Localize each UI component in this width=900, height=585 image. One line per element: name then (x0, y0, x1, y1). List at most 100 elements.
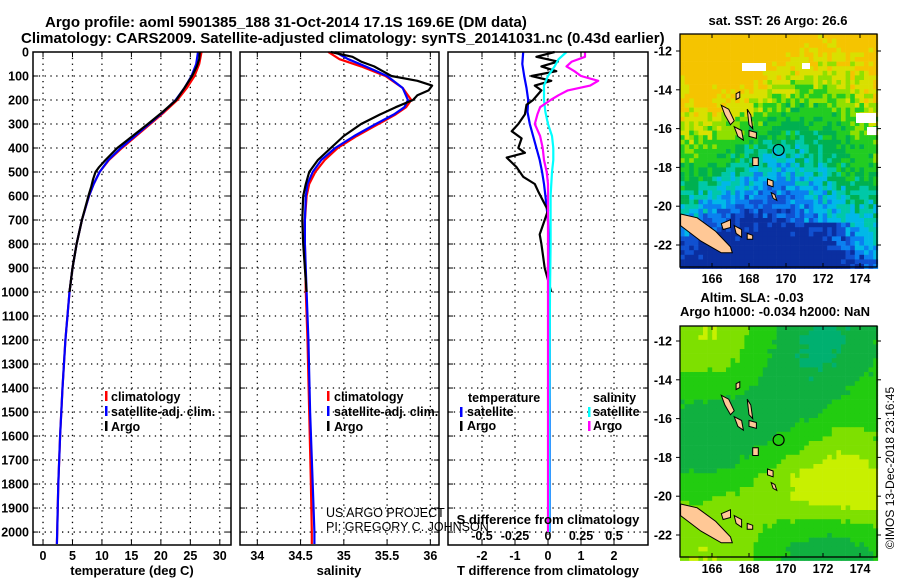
map-cell (707, 116, 713, 122)
map-cell (864, 344, 869, 350)
map-cell (772, 112, 777, 118)
map-cell (730, 519, 736, 525)
map-cell (730, 450, 736, 456)
map-cell (868, 491, 874, 497)
map-cell (850, 43, 856, 49)
map-cell (680, 477, 685, 483)
map-cell (772, 89, 777, 95)
map-cell (703, 259, 708, 265)
map-cell (854, 34, 860, 39)
map-cell (781, 227, 787, 233)
lat-tick-label: -18 (654, 451, 672, 465)
map-cell (854, 213, 860, 219)
map-cell (753, 496, 759, 502)
map-cell (716, 89, 722, 95)
map-cell (804, 176, 810, 182)
map-cell (781, 245, 787, 251)
map-cell (772, 162, 777, 168)
map-cell (831, 213, 837, 219)
map-cell (827, 158, 833, 164)
map-cell (818, 441, 823, 446)
map-cell (859, 473, 865, 479)
map-cell (827, 441, 833, 446)
map-cell (868, 519, 874, 525)
map-cell (827, 376, 833, 382)
map-cell (859, 551, 865, 557)
map-cell (772, 537, 777, 543)
map-cell (818, 34, 823, 39)
map-cell (726, 199, 731, 205)
map-cell (799, 533, 805, 538)
map-cell (827, 482, 833, 488)
map-cell (767, 245, 773, 251)
map-cell (698, 546, 704, 552)
map-cell (707, 326, 713, 331)
map-cell (827, 542, 833, 548)
map-cell (868, 93, 874, 99)
map-cell (684, 500, 690, 506)
map-cell (739, 510, 745, 515)
map-cell (693, 542, 699, 548)
map-cell (712, 80, 718, 85)
map-cell (841, 326, 846, 331)
map-cell (730, 103, 736, 108)
map-cell (762, 93, 768, 99)
map-cell (767, 556, 773, 561)
map-cell (836, 116, 842, 122)
map-cell (799, 454, 805, 460)
map-cell (712, 181, 718, 187)
map-cell (758, 349, 764, 354)
map-cell (854, 259, 860, 265)
map-cell (693, 245, 699, 251)
map-cell (790, 89, 796, 95)
map-cell (684, 537, 690, 543)
map-cell (767, 158, 773, 164)
map-cell (735, 47, 741, 53)
map-cell (698, 61, 704, 67)
map-cell (795, 135, 800, 141)
map-cell (813, 330, 819, 336)
map-cell (712, 344, 718, 350)
map-cell (781, 399, 787, 405)
map-cell (808, 199, 814, 205)
map-cell (873, 533, 879, 538)
map-cell (831, 245, 837, 251)
map-cell (739, 70, 745, 76)
map-cell (790, 468, 796, 474)
map-cell (785, 208, 791, 214)
map-cell (799, 427, 805, 433)
map-cell (790, 43, 796, 49)
map-cell (680, 190, 685, 196)
map-cell (776, 459, 782, 465)
map-cell (868, 390, 874, 396)
map-cell (836, 413, 842, 419)
map-cell (693, 358, 699, 364)
map-cell (707, 199, 713, 205)
map-cell (864, 362, 869, 368)
map-cell (680, 107, 685, 113)
map-cell (873, 413, 879, 419)
map-cell (707, 250, 713, 256)
map-cell (854, 121, 860, 127)
map-cell (845, 395, 851, 400)
map-cell (836, 162, 842, 168)
map-cell (827, 112, 833, 118)
island-efate (752, 447, 759, 456)
map-cell (739, 385, 745, 391)
map-cell (716, 222, 722, 228)
map-cell (818, 551, 823, 557)
map-cell (762, 195, 768, 200)
map-cell (818, 523, 823, 529)
map-cell (864, 454, 869, 460)
map-cell (813, 250, 819, 256)
lon-tick-label: 168 (739, 562, 760, 576)
map-cell (758, 162, 764, 168)
map-cell (689, 330, 695, 336)
map-cell (813, 376, 819, 382)
map-cell (772, 376, 777, 382)
map-cell (712, 431, 718, 437)
map-cell (712, 477, 718, 483)
map-cell (730, 176, 736, 182)
map-cell (758, 533, 764, 538)
